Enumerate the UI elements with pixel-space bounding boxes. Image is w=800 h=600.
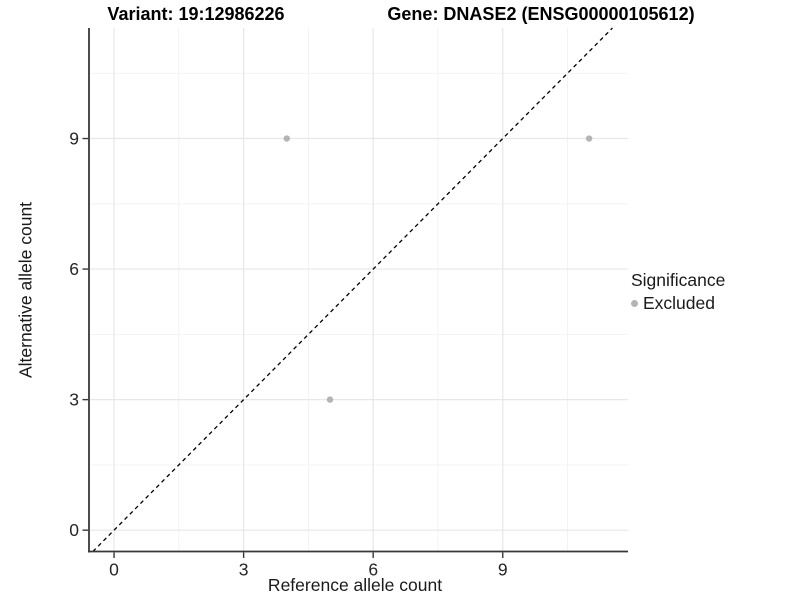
legend-title: Significance [631,270,726,290]
x-tick-label: 3 [239,560,249,580]
data-point [585,135,593,142]
y-tick-label: 3 [69,390,79,410]
legend-entry-label: Excluded [643,293,715,313]
legend-entry-excluded: Excluded [631,293,725,314]
y-tick-label: 0 [69,520,79,540]
y-axis-title: Alternative allele count [15,201,36,379]
legend-point-icon [631,300,638,307]
data-point [283,135,291,142]
plot-title-gene: Gene: DNASE2 (ENSG00000105612) [387,4,695,24]
y-tick-label: 9 [69,129,79,149]
identity-line [92,27,613,552]
x-tick-label: 9 [498,560,508,580]
y-tick-label: 6 [69,259,79,279]
legend: Significance Excluded [631,270,725,314]
x-tick-label: 0 [109,560,119,580]
data-point [326,396,334,403]
x-tick-label: 6 [368,560,378,580]
x-axis-title: Reference allele count [267,575,443,595]
plot-title-variant: Variant: 19:12986226 [107,4,285,24]
